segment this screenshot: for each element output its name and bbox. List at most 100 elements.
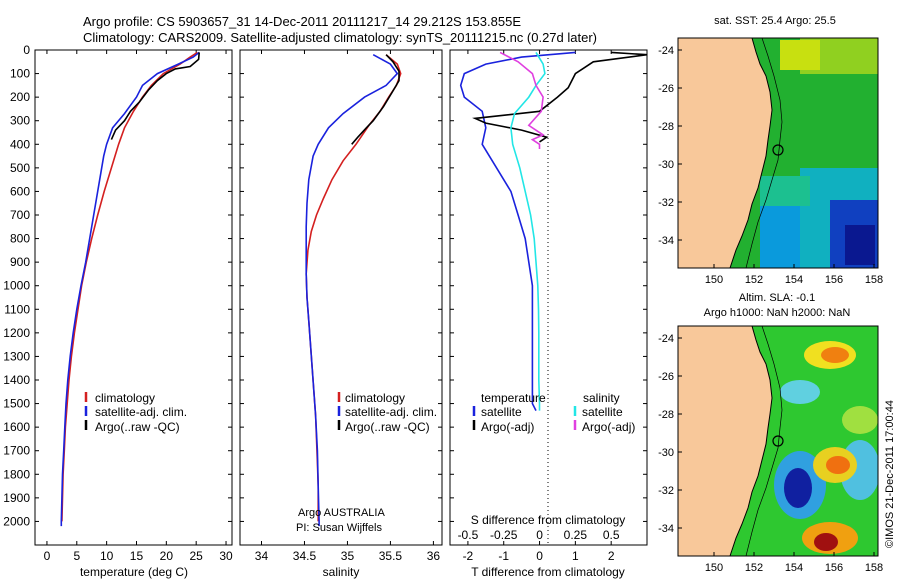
sla-strong-low-anomaly: [784, 468, 812, 508]
y-tick-label: 1700: [3, 444, 30, 458]
x-tick-label: 34.5: [293, 549, 317, 563]
salinity-xlabel: salinity: [323, 565, 360, 579]
map-x-tick-label: 156: [825, 274, 843, 286]
y-tick-label: 100: [10, 67, 30, 81]
sst-coastline: [729, 38, 773, 268]
x-tick-label: 5: [73, 549, 80, 563]
map-y-tick-label: -26: [658, 83, 674, 95]
temperature-legend: climatology satellite-adj. clim. Argo(..…: [84, 391, 187, 434]
map-y-tick-label: -24: [658, 333, 674, 345]
map-x-tick-label: 152: [745, 274, 763, 286]
legend-s-argo-label: Argo(-adj): [582, 420, 635, 434]
y-tick-label: 1500: [3, 397, 30, 411]
sst-map-title: sat. SST: 25.4 Argo: 25.5: [714, 15, 836, 27]
s-difference-label: S difference from climatology: [471, 513, 626, 527]
x2-tick-label: 0.25: [564, 528, 588, 542]
x-tick-label: -2: [463, 549, 474, 563]
x-tick-label: -1: [498, 549, 509, 563]
y-tick-label: 500: [10, 161, 30, 175]
y-tick-label: 1400: [3, 373, 30, 387]
y-tick-label: 1300: [3, 349, 30, 363]
y-tick-label: 1600: [3, 420, 30, 434]
series-line-satellite-adj-clim: [60, 51, 200, 527]
map-y-tick-label: -28: [658, 121, 674, 133]
y-tick-label: 200: [10, 90, 30, 104]
y-tick-label: 400: [10, 137, 30, 151]
map-y-tick-label: -34: [658, 523, 674, 535]
x-tick-label: 2: [608, 549, 615, 563]
temperature-xlabel: temperature (deg C): [80, 565, 188, 579]
legend-t-argo-label: Argo(-adj): [481, 420, 534, 434]
sst-argo-position-marker: [772, 144, 784, 156]
x-tick-label: 0: [536, 549, 543, 563]
map-y-tick-label: -28: [658, 409, 674, 421]
sst-mid-patch: [760, 176, 810, 206]
map-x-tick-label: 156: [825, 562, 843, 574]
legend-satellite-label: satellite-adj. clim.: [345, 405, 437, 419]
series-line-salinity-satellite: [510, 51, 546, 411]
y-tick-label: 300: [10, 114, 30, 128]
sla-argo-position-marker: [772, 435, 784, 447]
series-line-satellite-adj-clim: [305, 53, 399, 527]
y-tick-label: 900: [10, 255, 30, 269]
legend-argo-label: Argo(..raw -QC): [345, 420, 430, 434]
series-line-temperature-argo-adj: [472, 51, 648, 143]
y-tick-label: 1800: [3, 467, 30, 481]
sla-high-anomaly: [821, 347, 849, 363]
y-tick-label: 700: [10, 208, 30, 222]
legend-climatology-label: climatology: [95, 391, 155, 405]
credit-text: Argo AUSTRALIA: [298, 507, 385, 519]
map-y-tick-label: -32: [658, 485, 674, 497]
map-x-tick-label: 152: [745, 562, 763, 574]
map-x-tick-label: 150: [705, 274, 723, 286]
sla-low-anomaly: [780, 380, 820, 404]
x2-tick-label: -0.5: [458, 528, 479, 542]
x-tick-label: 20: [160, 549, 174, 563]
difference-panel: -2 -1 0 1 2 -0.5 -0.25 0 0.25 0.5 S difference fr…: [449, 49, 648, 579]
pi-text: PI: Susan Wijffels: [296, 522, 382, 534]
sst-cold-patch: [845, 225, 875, 265]
sla-isobath: [745, 326, 783, 556]
sst-land: [678, 38, 772, 268]
legend-satellite-label: satellite-adj. clim.: [95, 405, 187, 419]
legend-salinity-header: salinity: [583, 391, 620, 405]
legend-s-satellite-label: satellite: [582, 405, 623, 419]
map-x-tick-label: 150: [705, 562, 723, 574]
y-tick-label: 600: [10, 184, 30, 198]
imos-watermark: ©IMOS 21-Dec-2011 17:00:44: [884, 400, 896, 548]
sla-map-frame: [677, 325, 879, 557]
series-line-argo-raw-qc: [110, 52, 200, 140]
map-x-tick-label: 154: [785, 562, 803, 574]
x-tick-label: 25: [190, 549, 204, 563]
series-line-salinity-argo-adj: [499, 51, 545, 149]
series-line-temperature-satellite: [459, 51, 576, 411]
legend-t-satellite-label: satellite: [481, 405, 522, 419]
map-x-tick-label: 158: [865, 274, 883, 286]
x2-tick-label: 0: [536, 528, 543, 542]
map-y-tick-label: -30: [658, 447, 674, 459]
y-tick-label: 800: [10, 232, 30, 246]
sst-map-panel: sat. SST: 25.4 Argo: 25.5 150 152 154 156 15…: [658, 15, 883, 286]
x2-tick-label: -0.25: [490, 528, 518, 542]
salinity-panel: 34 34.5 35 35.5 36 salinity climatology sate…: [239, 49, 443, 579]
x-tick-label: 36: [427, 549, 441, 563]
x-tick-label: 34: [255, 549, 269, 563]
sst-warm-patch: [780, 40, 820, 70]
map-y-tick-label: -30: [658, 159, 674, 171]
x-tick-label: 15: [130, 549, 144, 563]
x-tick-label: 10: [100, 549, 114, 563]
series-line-argo-raw-qc: [351, 54, 400, 145]
x-tick-label: 35: [341, 549, 355, 563]
sla-land: [678, 326, 772, 556]
temperature-plot-frame: [34, 49, 233, 546]
y-tick-label: 1900: [3, 491, 30, 505]
t-difference-xlabel: T difference from climatology: [471, 565, 625, 579]
salinity-legend: climatology satellite-adj. clim. Argo(..…: [337, 391, 437, 434]
figure-title-line2: Climatology: CARS2009. Satellite-adjuste…: [83, 30, 597, 45]
x-tick-label: 35.5: [379, 549, 403, 563]
map-x-tick-label: 158: [865, 562, 883, 574]
y-tick-label: 1200: [3, 326, 30, 340]
legend-climatology-label: climatology: [345, 391, 405, 405]
x-tick-label: 1: [572, 549, 579, 563]
x2-tick-label: 0.5: [603, 528, 620, 542]
